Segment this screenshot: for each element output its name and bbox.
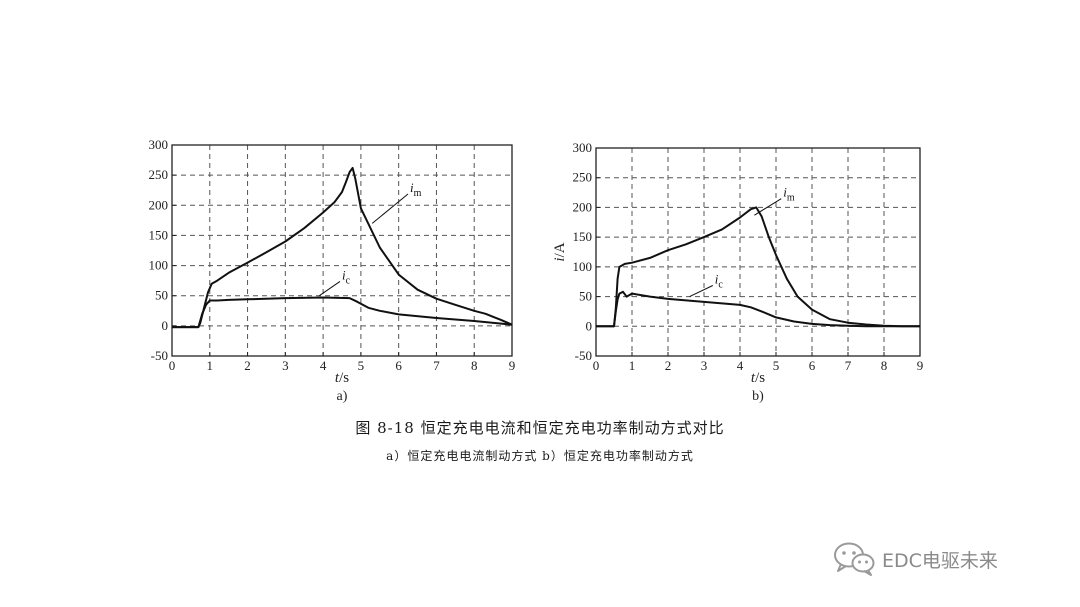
series-line-i-c (172, 296, 513, 329)
x-tick-label: 9 (917, 358, 924, 373)
y-axis-label: i/A (552, 242, 568, 261)
x-tick-label: 8 (471, 358, 478, 373)
plot-frame (171, 144, 513, 357)
panel-label: a) (337, 389, 348, 404)
series-label: ic (715, 271, 724, 290)
plot-frame (595, 147, 921, 357)
x-tick-label: 0 (593, 358, 600, 373)
x-tick-label: 5 (773, 358, 780, 373)
x-tick-label: 3 (701, 358, 708, 373)
x-tick-label: 3 (282, 358, 289, 373)
x-axis-label: t/s (751, 370, 765, 386)
series-line-i-c (596, 290, 920, 328)
x-tick-label: 0 (169, 358, 176, 373)
y-tick-label: 200 (149, 197, 169, 212)
series-line-i-m (596, 206, 920, 328)
series-label: im (783, 185, 795, 204)
y-tick-label: 300 (149, 137, 169, 152)
y-tick-label: 50 (155, 288, 168, 303)
y-tick-label: 100 (149, 258, 169, 273)
watermark-text: EDC电驱未来 (882, 549, 998, 572)
watermark: EDC电驱未来 (832, 541, 998, 577)
x-tick-label: 1 (207, 358, 214, 373)
chart-panel-b: 0 1 2 3 4 5 6 7 8 9-50050100150200250300t/si/Ab)i… (552, 140, 923, 404)
x-tick-label: 4 (737, 358, 744, 373)
series-line-i-m (172, 166, 513, 329)
x-tick-label: 6 (809, 358, 816, 373)
wechat-icon (834, 542, 875, 576)
y-tick-label: 50 (579, 289, 592, 304)
x-tick-label: 7 (845, 358, 852, 373)
y-tick-label: 150 (149, 227, 169, 242)
y-tick-label: -50 (575, 348, 592, 363)
annotation-leader (754, 198, 782, 216)
x-tick-label: 4 (320, 358, 327, 373)
x-tick-label: 2 (665, 358, 672, 373)
y-tick-label: 100 (573, 259, 593, 274)
y-tick-label: 150 (573, 229, 593, 244)
x-tick-label: 9 (509, 358, 516, 373)
x-tick-label: 8 (881, 358, 888, 373)
y-tick-label: 250 (573, 170, 593, 185)
x-axis-label: t/s (335, 370, 349, 386)
series-label: ic (342, 267, 351, 286)
x-tick-label: 2 (244, 358, 251, 373)
y-tick-label: 300 (573, 140, 593, 155)
series-label: im (410, 180, 422, 199)
x-tick-label: 7 (433, 358, 440, 373)
annotation-leader (689, 285, 714, 298)
y-tick-label: -50 (151, 348, 168, 363)
figure-caption: 图 8-18 恒定充电电流和恒定充电功率制动方式对比 (355, 419, 725, 437)
x-tick-label: 5 (358, 358, 365, 373)
y-tick-label: 200 (573, 199, 593, 214)
y-tick-label: 0 (586, 318, 593, 333)
annotation-leader (319, 281, 341, 297)
y-tick-label: 0 (162, 318, 169, 333)
y-tick-label: 250 (149, 167, 169, 182)
x-tick-label: 1 (629, 358, 636, 373)
x-tick-label: 6 (395, 358, 402, 373)
figure-subcaption: a）恒定充电电流制动方式 b）恒定充电功率制动方式 (386, 449, 694, 463)
annotation-leader (371, 193, 409, 224)
panel-label: b) (752, 389, 764, 404)
